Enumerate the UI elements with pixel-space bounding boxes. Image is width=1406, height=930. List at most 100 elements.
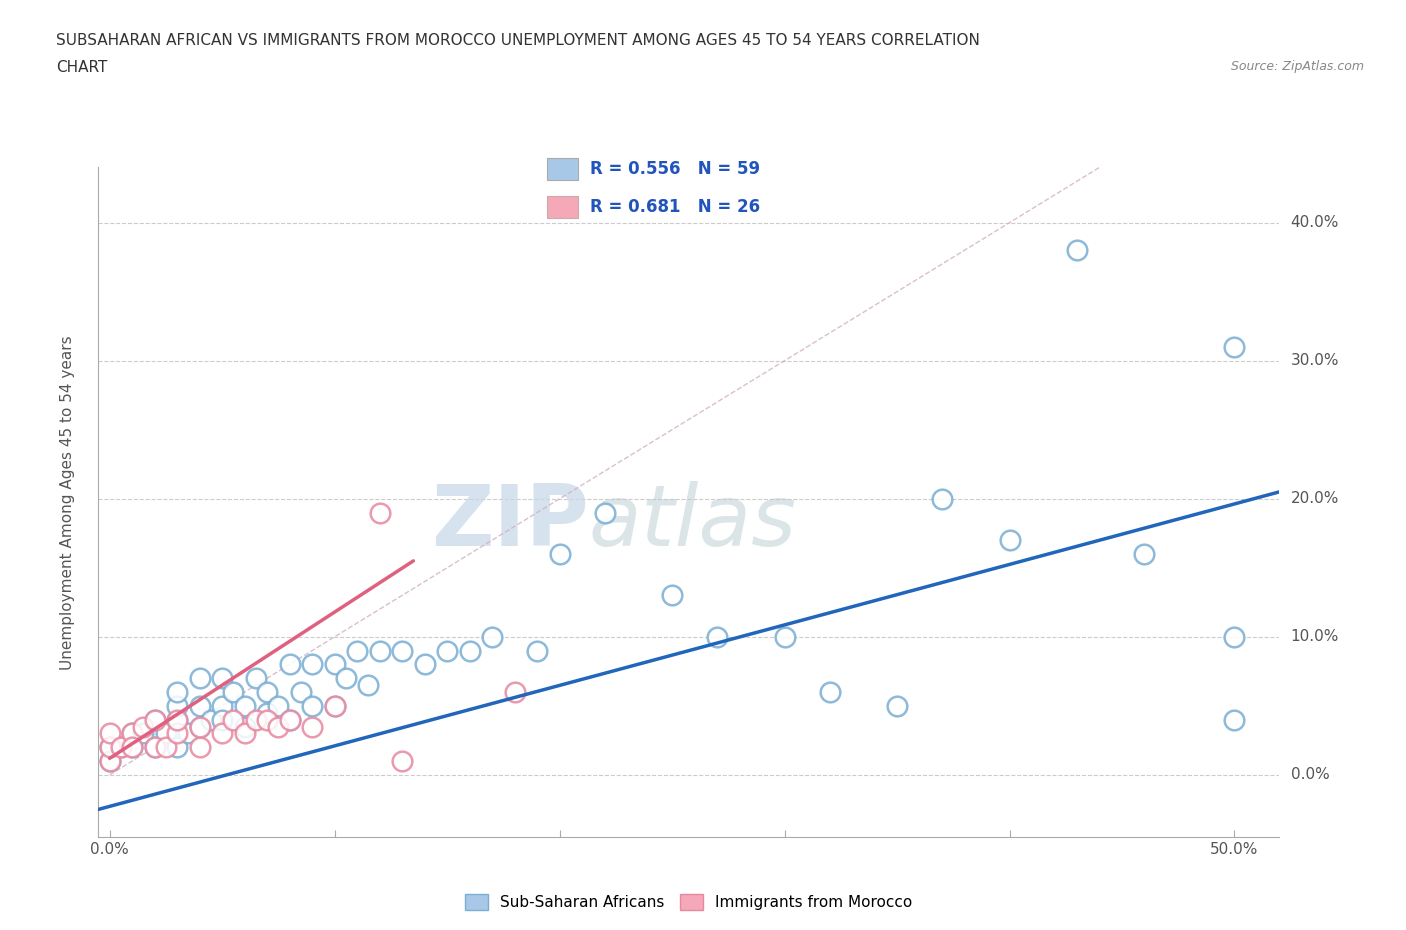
Point <box>166 726 188 741</box>
Point <box>143 712 166 727</box>
Point <box>188 740 211 755</box>
Point <box>481 630 503 644</box>
Point <box>391 644 413 658</box>
Point <box>121 740 143 755</box>
Point <box>548 547 571 562</box>
Point <box>368 644 391 658</box>
Point <box>278 712 301 727</box>
Point <box>773 630 796 644</box>
Point <box>323 698 346 713</box>
Point <box>1223 630 1246 644</box>
Point <box>931 491 953 506</box>
Point <box>121 740 143 755</box>
Text: ZIP: ZIP <box>430 481 589 564</box>
Point <box>413 657 436 671</box>
Point <box>166 712 188 727</box>
Point <box>301 657 323 671</box>
Point <box>132 726 155 741</box>
Text: 30.0%: 30.0% <box>1291 353 1339 368</box>
Point <box>1223 339 1246 354</box>
Point <box>211 712 233 727</box>
Point <box>121 726 143 741</box>
Point <box>143 740 166 755</box>
Point <box>593 505 616 520</box>
Point <box>391 753 413 768</box>
Point <box>121 726 143 741</box>
Point <box>267 698 290 713</box>
Point <box>245 712 267 727</box>
Point <box>110 740 132 755</box>
Point <box>200 712 222 727</box>
Point <box>222 684 245 699</box>
FancyBboxPatch shape <box>547 196 578 219</box>
Point <box>211 726 233 741</box>
Point <box>166 698 188 713</box>
Point <box>98 726 121 741</box>
Point <box>661 588 683 603</box>
Point <box>458 644 481 658</box>
Point <box>1133 547 1156 562</box>
Point <box>222 712 245 727</box>
Point <box>706 630 728 644</box>
Point <box>98 740 121 755</box>
Text: atlas: atlas <box>589 481 797 564</box>
Point <box>211 671 233 685</box>
Text: SUBSAHARAN AFRICAN VS IMMIGRANTS FROM MOROCCO UNEMPLOYMENT AMONG AGES 45 TO 54 Y: SUBSAHARAN AFRICAN VS IMMIGRANTS FROM MO… <box>56 33 980 47</box>
FancyBboxPatch shape <box>547 158 578 180</box>
Point <box>188 719 211 734</box>
Point <box>256 684 278 699</box>
Point <box>998 533 1021 548</box>
Point <box>143 712 166 727</box>
Point <box>98 753 121 768</box>
Point <box>155 740 177 755</box>
Text: 40.0%: 40.0% <box>1291 215 1339 230</box>
Text: R = 0.681   N = 26: R = 0.681 N = 26 <box>591 198 761 217</box>
Point <box>132 719 155 734</box>
Point <box>110 740 132 755</box>
Point <box>278 712 301 727</box>
Point <box>98 753 121 768</box>
Point <box>1223 712 1246 727</box>
Point <box>436 644 458 658</box>
Point <box>357 678 380 693</box>
Point <box>211 698 233 713</box>
Point <box>233 726 256 741</box>
Legend: Sub-Saharan Africans, Immigrants from Morocco: Sub-Saharan Africans, Immigrants from Mo… <box>460 888 918 916</box>
Text: Source: ZipAtlas.com: Source: ZipAtlas.com <box>1230 60 1364 73</box>
Point <box>301 698 323 713</box>
Point <box>155 726 177 741</box>
Point <box>290 684 312 699</box>
Point <box>166 712 188 727</box>
Point <box>256 712 278 727</box>
Point <box>256 705 278 720</box>
Point <box>818 684 841 699</box>
Point <box>188 719 211 734</box>
Point <box>335 671 357 685</box>
Point <box>245 671 267 685</box>
Text: 10.0%: 10.0% <box>1291 630 1339 644</box>
Text: 20.0%: 20.0% <box>1291 491 1339 506</box>
Point <box>98 740 121 755</box>
Text: R = 0.556   N = 59: R = 0.556 N = 59 <box>591 160 761 179</box>
Point <box>188 698 211 713</box>
Point <box>188 671 211 685</box>
Point <box>233 698 256 713</box>
Point <box>323 657 346 671</box>
Point <box>143 740 166 755</box>
Point <box>301 719 323 734</box>
Point <box>346 644 368 658</box>
Point <box>278 657 301 671</box>
Text: 0.0%: 0.0% <box>1291 767 1329 782</box>
Point <box>323 698 346 713</box>
Point <box>368 505 391 520</box>
Point <box>1066 243 1088 258</box>
Y-axis label: Unemployment Among Ages 45 to 54 years: Unemployment Among Ages 45 to 54 years <box>60 335 75 670</box>
Text: CHART: CHART <box>56 60 108 75</box>
Point <box>166 740 188 755</box>
Point <box>886 698 908 713</box>
Point <box>503 684 526 699</box>
Point <box>166 684 188 699</box>
Point <box>267 719 290 734</box>
Point <box>526 644 548 658</box>
Point <box>177 726 200 741</box>
